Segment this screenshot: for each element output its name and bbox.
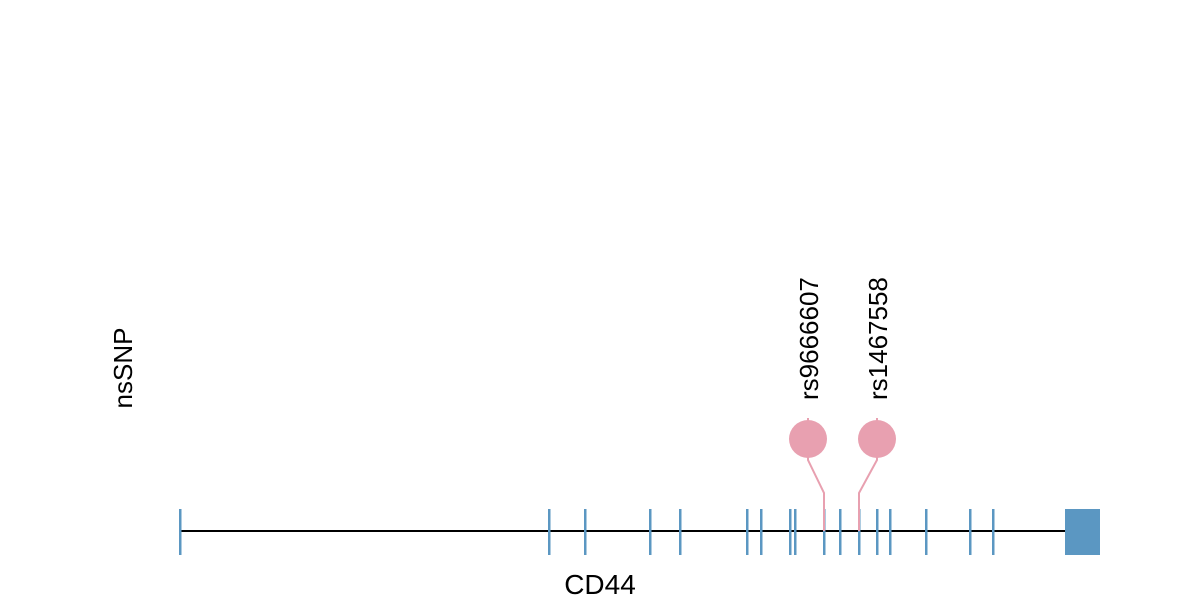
exon-7 <box>760 509 763 555</box>
exon-group <box>179 509 1100 555</box>
exon-10 <box>823 509 826 555</box>
gene-model <box>179 509 1100 555</box>
gene-name-label: CD44 <box>564 569 636 600</box>
exon-12 <box>858 509 861 555</box>
snp-rs1467558: rs1467558 <box>858 277 896 531</box>
snp-label: rs9666607 <box>794 277 824 400</box>
snp-marker <box>789 420 827 458</box>
exon-11 <box>839 509 842 555</box>
exon-14 <box>889 509 892 555</box>
exon-13 <box>876 509 879 555</box>
exon-1 <box>179 509 182 555</box>
exon-4 <box>649 509 652 555</box>
snp-rs9666607: rs9666607 <box>789 277 827 531</box>
exon-15 <box>925 509 928 555</box>
exon-16 <box>969 509 972 555</box>
exon-6 <box>746 509 749 555</box>
exon-18 <box>1065 509 1100 555</box>
exon-5 <box>679 509 682 555</box>
snp-marker <box>858 420 896 458</box>
snp-group: rs9666607 rs1467558 <box>789 277 896 531</box>
exon-17 <box>992 509 995 555</box>
exon-3 <box>584 509 587 555</box>
exon-9 <box>794 509 797 555</box>
exon-2 <box>548 509 551 555</box>
track-label: nsSNP <box>108 328 138 409</box>
exon-8 <box>789 509 792 555</box>
snp-label: rs1467558 <box>863 277 893 400</box>
